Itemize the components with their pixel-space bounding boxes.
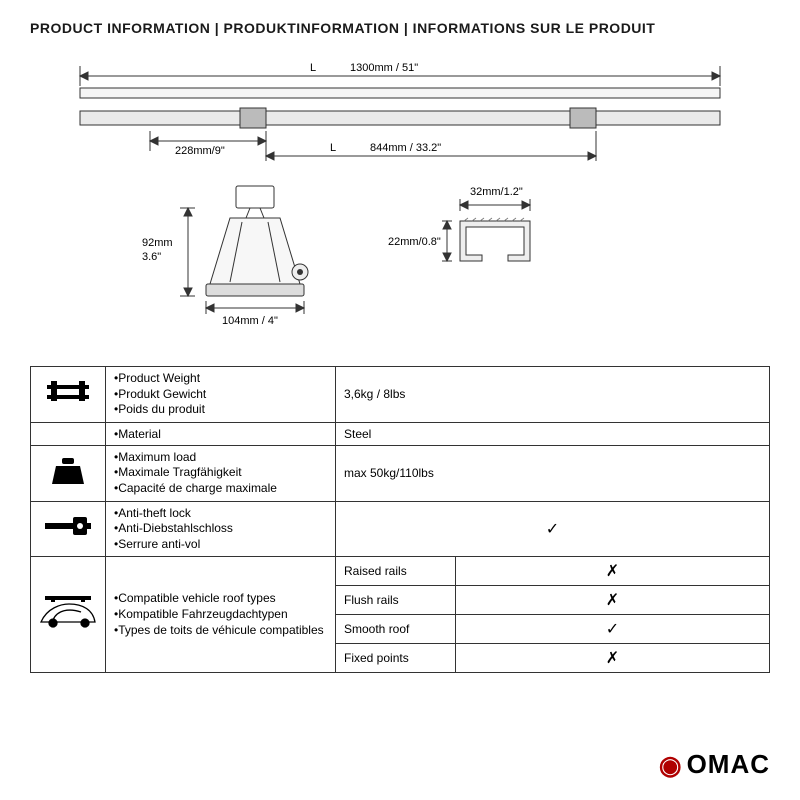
weight-icon xyxy=(31,445,106,501)
svg-text:22mm/0.8": 22mm/0.8" xyxy=(388,236,441,248)
compat-option-mark: ✗ xyxy=(456,557,770,586)
svg-text:3.6": 3.6" xyxy=(142,251,161,263)
material-value: Steel xyxy=(336,422,770,445)
bars-icon xyxy=(31,367,106,423)
page-title: PRODUCT INFORMATION | PRODUKTINFORMATION… xyxy=(30,20,770,36)
table-row: •Maximum load •Maximale Tragfähigkeit •C… xyxy=(31,445,770,501)
compat-option-mark: ✗ xyxy=(456,644,770,673)
lock-labels: •Anti-theft lock •Anti-Diebstahlschloss … xyxy=(106,501,336,557)
weight-labels: •Product Weight •Produkt Gewicht •Poids … xyxy=(106,367,336,423)
weight-value: 3,6kg / 8lbs xyxy=(336,367,770,423)
svg-text:1300mm / 51": 1300mm / 51" xyxy=(350,62,418,74)
material-label: •Material xyxy=(106,422,336,445)
svg-text:L: L xyxy=(310,62,316,74)
svg-text:228mm/9": 228mm/9" xyxy=(175,145,225,157)
load-labels: •Maximum load •Maximale Tragfähigkeit •C… xyxy=(106,445,336,501)
table-row: •Material Steel xyxy=(31,422,770,445)
table-row: •Compatible vehicle roof types •Kompatib… xyxy=(31,557,770,586)
technical-diagram: L 1300mm / 51" 228mm/9" L 844mm / 33.2" xyxy=(30,46,770,346)
svg-text:92mm: 92mm xyxy=(142,237,173,249)
table-row: •Product Weight •Produkt Gewicht •Poids … xyxy=(31,367,770,423)
compat-option-mark: ✗ xyxy=(456,586,770,615)
car-icon xyxy=(31,557,106,673)
lock-value: ✓ xyxy=(336,501,770,557)
svg-text:844mm / 33.2": 844mm / 33.2" xyxy=(370,142,441,154)
svg-text:104mm / 4": 104mm / 4" xyxy=(222,315,278,327)
compat-option-name: Smooth roof xyxy=(336,615,456,644)
spec-table: •Product Weight •Produkt Gewicht •Poids … xyxy=(30,366,770,673)
compat-option-mark: ✓ xyxy=(456,615,770,644)
lock-icon xyxy=(31,501,106,557)
svg-text:L: L xyxy=(330,142,336,154)
compat-labels: •Compatible vehicle roof types •Kompatib… xyxy=(106,557,336,673)
svg-text:32mm/1.2": 32mm/1.2" xyxy=(470,186,523,198)
load-value: max 50kg/110lbs xyxy=(336,445,770,501)
table-row: •Anti-theft lock •Anti-Diebstahlschloss … xyxy=(31,501,770,557)
compat-option-name: Flush rails xyxy=(336,586,456,615)
compat-option-name: Fixed points xyxy=(336,644,456,673)
brand-logo: ◉OMAC xyxy=(659,749,770,780)
compat-option-name: Raised rails xyxy=(336,557,456,586)
